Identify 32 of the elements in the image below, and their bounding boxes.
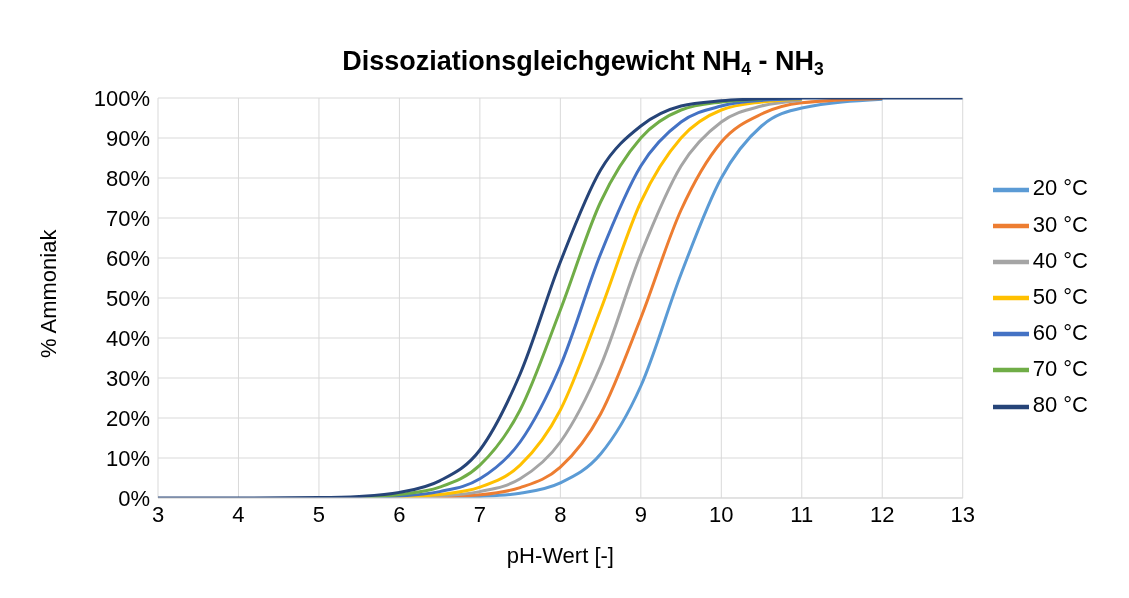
y-tick-label: 80% bbox=[105, 165, 150, 191]
y-tick-label: 10% bbox=[105, 445, 150, 471]
legend-label: 60 °C bbox=[1032, 320, 1088, 346]
y-tick-label: 90% bbox=[105, 125, 150, 151]
legend-label: 20 °C bbox=[1032, 175, 1088, 201]
y-tick-label: 0% bbox=[118, 485, 150, 511]
x-axis-title: pH-Wert [-] bbox=[506, 543, 614, 568]
legend-label: 30 °C bbox=[1032, 211, 1088, 237]
x-tick-label: 6 bbox=[393, 501, 406, 527]
x-tick-label: 7 bbox=[473, 501, 487, 527]
x-tick-label: 8 bbox=[554, 501, 567, 527]
y-tick-label: 20% bbox=[105, 405, 150, 431]
x-tick-label: 9 bbox=[634, 501, 647, 527]
y-tick-label: 40% bbox=[105, 325, 150, 351]
x-tick-label: 10 bbox=[709, 501, 734, 527]
y-tick-label: 50% bbox=[105, 285, 150, 311]
legend-label: 80 °C bbox=[1032, 392, 1088, 418]
y-tick-label: 70% bbox=[105, 205, 150, 231]
y-tick-label: 60% bbox=[105, 245, 150, 271]
legend-label: 70 °C bbox=[1032, 356, 1088, 382]
y-axis-title: % Ammoniak bbox=[35, 228, 61, 358]
legend-label: 50 °C bbox=[1032, 283, 1088, 309]
x-tick-label: 13 bbox=[950, 501, 975, 527]
x-tick-label: 11 bbox=[790, 501, 814, 527]
y-tick-label: 30% bbox=[105, 365, 150, 391]
y-tick-label: 100% bbox=[93, 85, 150, 111]
chart-title: Dissoziationsgleichgewicht NH$_{4}$ - NH$_{3}$ bbox=[342, 46, 825, 79]
legend-label: 40 °C bbox=[1032, 247, 1088, 273]
x-tick-label: 3 bbox=[151, 501, 165, 527]
x-tick-label: 5 bbox=[312, 501, 326, 527]
x-tick-label: 12 bbox=[870, 501, 895, 527]
x-tick-label: 4 bbox=[232, 501, 245, 527]
